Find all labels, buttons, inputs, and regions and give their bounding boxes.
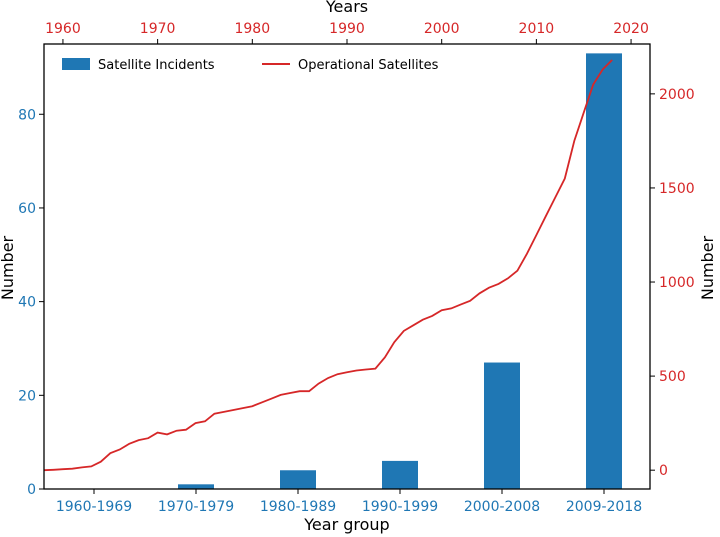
bottom-tick-label: 2009-2018 [566, 499, 642, 515]
top-tick-label: 1990 [329, 21, 365, 37]
bottom-axis: 1960-1969 1970-1979 1980-1989 1990-1999 2000… [56, 489, 642, 515]
legend-swatch-incidents [62, 58, 90, 70]
right-tick-label: 1000 [659, 275, 695, 291]
top-tick-label: 2020 [613, 21, 649, 37]
line-layer [43, 59, 613, 472]
right-tick-label: 0 [659, 463, 668, 479]
bar-1980-1989 [280, 470, 316, 489]
bar-2000-2008 [484, 362, 520, 489]
top-tick-label: 1980 [234, 21, 270, 37]
top-tick-label: 1970 [140, 21, 176, 37]
legend-incidents: Satellite Incidents [62, 58, 215, 73]
left-tick-label: 60 [18, 201, 36, 217]
right-tick-label: 500 [659, 369, 686, 385]
right-axis: 0 500 1000 1500 2000 [650, 87, 695, 479]
x-axis-label: Year group [303, 515, 389, 534]
bar-1970-1979 [178, 484, 214, 489]
bar-2009-2018 [586, 53, 622, 490]
right-tick-label: 2000 [659, 87, 695, 103]
bars-layer [178, 53, 622, 490]
left-tick-label: 80 [18, 107, 36, 123]
bottom-tick-label: 1990-1999 [362, 499, 438, 515]
bottom-tick-label: 2000-2008 [464, 499, 540, 515]
plot-frame [43, 43, 651, 490]
top-tick-label: 2000 [424, 21, 460, 37]
legend-label-operational: Operational Satellites [298, 58, 439, 73]
bottom-tick-label: 1980-1989 [260, 499, 336, 515]
top-axis: 1960 1970 1980 1990 2000 2010 2020 [45, 21, 649, 44]
left-axis: 0 20 40 60 80 [18, 107, 44, 498]
bottom-tick-label: 1970-1979 [158, 499, 234, 515]
left-tick-label: 20 [18, 388, 36, 404]
left-axis-label: Number [0, 235, 17, 300]
legend-label-incidents: Satellite Incidents [98, 58, 215, 73]
legend-operational: Operational Satellites [262, 58, 439, 73]
top-tick-label: 1960 [45, 21, 81, 37]
right-tick-label: 1500 [659, 181, 695, 197]
bar-1990-1999 [382, 460, 418, 489]
top-axis-label: Years [325, 0, 368, 16]
left-tick-label: 40 [18, 295, 36, 311]
bottom-tick-label: 1960-1969 [56, 499, 132, 515]
operational-satellites-line [43, 59, 613, 472]
left-tick-label: 0 [27, 482, 36, 498]
right-axis-label: Number [698, 235, 717, 300]
top-tick-label: 2010 [519, 21, 555, 37]
